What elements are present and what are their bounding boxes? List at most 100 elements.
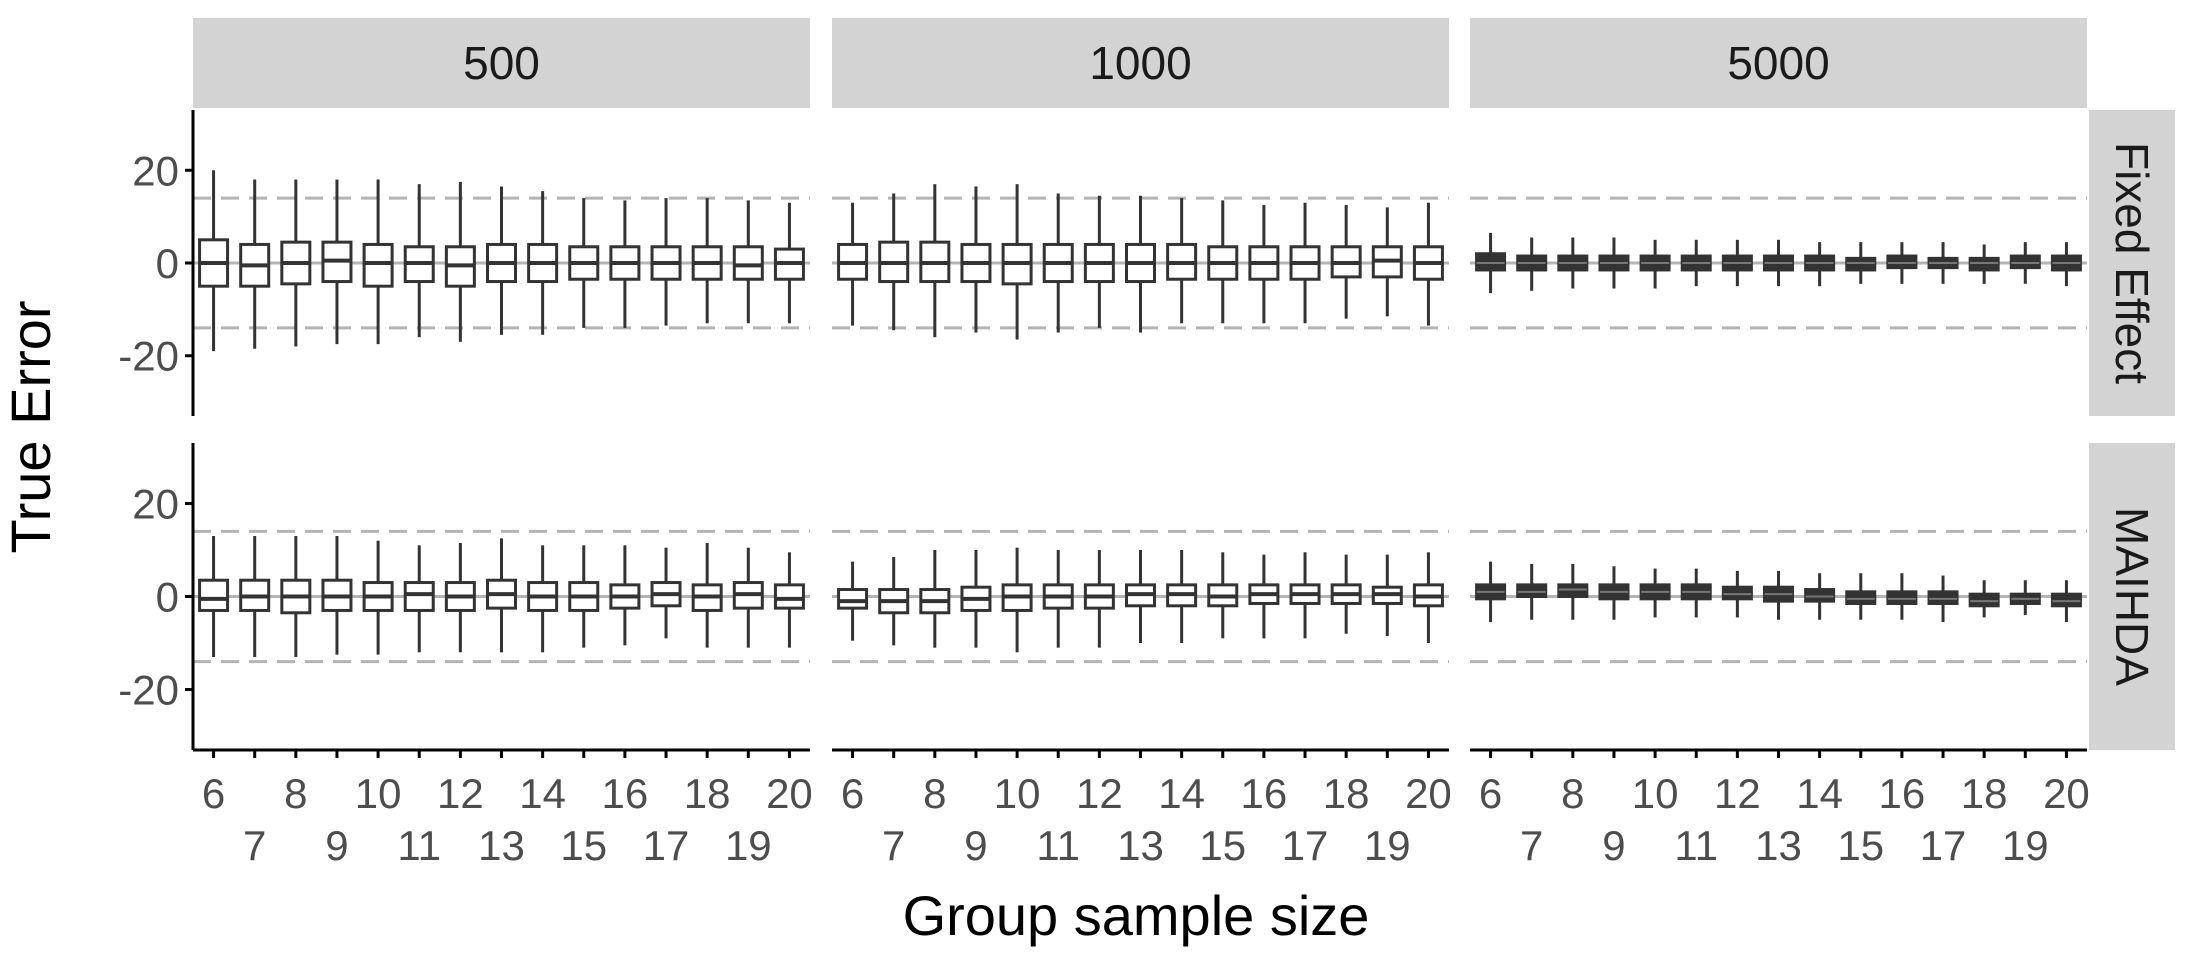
plot-panels — [193, 170, 2087, 664]
y-tick-label: 0 — [156, 574, 179, 621]
box-13 — [486, 538, 517, 653]
box-17 — [1289, 202, 1321, 324]
box-11 — [1680, 239, 1712, 287]
panel-5000-fixed-effect — [1470, 196, 2087, 330]
x-tick-label: 8 — [284, 770, 307, 817]
box-iqr — [1516, 583, 1548, 599]
row-strip-label: MAIHDA — [2106, 507, 2158, 686]
box-9 — [960, 186, 992, 333]
box-iqr — [1968, 256, 2000, 272]
panel-1000-maihda — [832, 529, 1449, 664]
box-15 — [1845, 242, 1877, 284]
box-16 — [1886, 573, 1918, 620]
box-6 — [198, 536, 230, 657]
column-strip-label: 1000 — [1089, 37, 1191, 89]
y-tick-label: -20 — [118, 667, 179, 714]
y-axis-label: True Error — [0, 300, 62, 553]
x-tick-label: 20 — [1405, 770, 1452, 817]
box-11 — [403, 184, 435, 338]
box-20 — [1412, 552, 1444, 644]
y-tick-label: 20 — [132, 147, 179, 194]
box-iqr — [2009, 254, 2041, 270]
column-strip-label: 500 — [463, 37, 540, 89]
column-strip — [193, 18, 810, 108]
box-7 — [878, 556, 910, 646]
box-19 — [1371, 207, 1403, 317]
box-16 — [1248, 554, 1280, 639]
box-19 — [2009, 580, 2041, 616]
box-14 — [1804, 573, 1836, 620]
box-12 — [1083, 195, 1115, 328]
box-13 — [1125, 195, 1156, 333]
box-10 — [362, 540, 394, 655]
box-16 — [1248, 205, 1280, 324]
box-iqr — [1475, 252, 1507, 272]
box-9 — [321, 536, 353, 655]
box-10 — [1639, 239, 1671, 289]
box-12 — [1721, 239, 1753, 287]
box-9 — [1598, 237, 1630, 289]
x-tick-label: 8 — [1561, 770, 1584, 817]
box-17 — [1289, 552, 1321, 639]
x-tick-label: 20 — [2043, 770, 2090, 817]
x-tick-label: 18 — [1961, 770, 2008, 817]
box-18 — [1968, 244, 2000, 284]
x-tick-label: 7 — [882, 822, 905, 869]
x-tick-label: 12 — [1714, 770, 1761, 817]
y-tick-label: 0 — [156, 240, 179, 287]
x-tick-label: 10 — [1632, 770, 1679, 817]
box-13 — [1763, 570, 1794, 620]
row-strip — [2089, 443, 2175, 750]
x-tick-label: 12 — [437, 770, 484, 817]
x-tick-label: 16 — [1241, 770, 1288, 817]
x-tick-label: 14 — [1158, 770, 1205, 817]
box-6 — [1475, 232, 1507, 294]
box-iqr — [1886, 254, 1918, 270]
box-12 — [444, 181, 476, 342]
box-10 — [362, 179, 394, 345]
box-17 — [650, 198, 682, 326]
box-7 — [878, 193, 910, 331]
axes: 20 0 -20 20 0 -20 6 8 10 12 14 16 18 20 7 9 11 13 15 17 19 6 8… — [118, 110, 2090, 869]
x-axis-label: Group sample size — [903, 884, 1370, 947]
box-iqr — [362, 242, 394, 288]
x-tick-label: 16 — [1879, 770, 1926, 817]
x-tick-label: 7 — [1520, 822, 1543, 869]
x-tick-label: 13 — [1117, 822, 1164, 869]
box-19 — [732, 547, 764, 648]
x-tick-label: 17 — [1920, 822, 1967, 869]
x-tick-label: 17 — [1282, 822, 1329, 869]
x-tick-label: 14 — [1796, 770, 1843, 817]
box-17 — [1927, 575, 1959, 623]
box-20 — [2050, 580, 2082, 623]
x-tick-label: 7 — [243, 822, 266, 869]
column-strip — [1470, 18, 2087, 108]
box-15 — [1845, 573, 1877, 620]
box-iqr — [1804, 588, 1836, 603]
box-iqr — [1845, 256, 1877, 272]
box-14 — [527, 191, 559, 335]
box-10 — [1639, 568, 1671, 618]
box-19 — [1371, 554, 1403, 637]
box-9 — [1598, 566, 1630, 620]
box-14 — [1804, 242, 1836, 287]
x-tick-label: 8 — [923, 770, 946, 817]
box-19 — [732, 200, 764, 324]
box-19 — [2009, 242, 2041, 284]
box-8 — [1557, 237, 1589, 289]
box-6 — [198, 170, 230, 352]
x-tick-label: 6 — [1479, 770, 1502, 817]
column-facet-strips: 500 1000 5000 — [193, 18, 2087, 108]
box-15 — [1207, 552, 1239, 639]
box-18 — [1330, 554, 1362, 634]
x-tick-label: 15 — [1199, 822, 1246, 869]
x-tick-label: 6 — [202, 770, 225, 817]
box-15 — [1207, 200, 1239, 324]
x-tick-label: 20 — [766, 770, 813, 817]
x-tick-label: 6 — [841, 770, 864, 817]
box-iqr — [1845, 590, 1877, 605]
box-14 — [1166, 198, 1198, 324]
box-8 — [1557, 563, 1589, 620]
box-10 — [1001, 547, 1033, 653]
